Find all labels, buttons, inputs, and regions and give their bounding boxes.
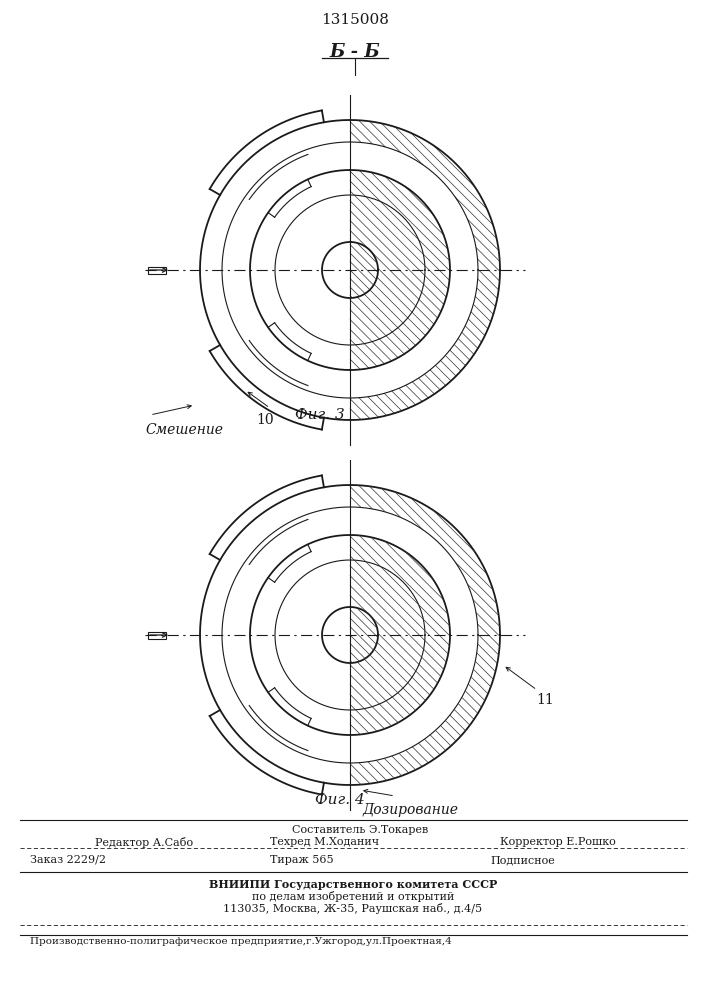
Bar xyxy=(148,632,166,639)
Text: 1315008: 1315008 xyxy=(321,13,389,27)
Text: Фиг. 4: Фиг. 4 xyxy=(315,793,365,807)
Text: Фиг. 3: Фиг. 3 xyxy=(295,408,345,422)
Text: Корректор Е.Рошко: Корректор Е.Рошко xyxy=(500,837,616,847)
Text: Смешение: Смешение xyxy=(145,423,223,437)
Text: Б - Б: Б - Б xyxy=(329,43,380,61)
Text: Тираж 565: Тираж 565 xyxy=(270,855,334,865)
Text: 11: 11 xyxy=(536,693,554,707)
Text: ВНИИПИ Государственного комитета СССР: ВНИИПИ Государственного комитета СССР xyxy=(209,880,497,890)
Text: Техред М.Ходанич: Техред М.Ходанич xyxy=(270,837,379,847)
Text: Дозирование: Дозирование xyxy=(362,803,458,817)
Text: Редактор А.Сабо: Редактор А.Сабо xyxy=(95,836,193,848)
Text: Заказ 2229/2: Заказ 2229/2 xyxy=(30,855,106,865)
Text: 10: 10 xyxy=(256,413,274,427)
Text: по делам изобретений и открытий: по делам изобретений и открытий xyxy=(252,892,454,902)
Text: Подписное: Подписное xyxy=(490,855,555,865)
Text: Производственно-полиграфическое предприятие,г.Ужгород,ул.Проектная,4: Производственно-полиграфическое предприя… xyxy=(30,938,452,946)
Bar xyxy=(148,266,166,273)
Text: 113035, Москва, Ж-35, Раушская наб., д.4/5: 113035, Москва, Ж-35, Раушская наб., д.4… xyxy=(223,904,483,914)
Text: Составитель Э.Токарев: Составитель Э.Токарев xyxy=(292,825,428,835)
